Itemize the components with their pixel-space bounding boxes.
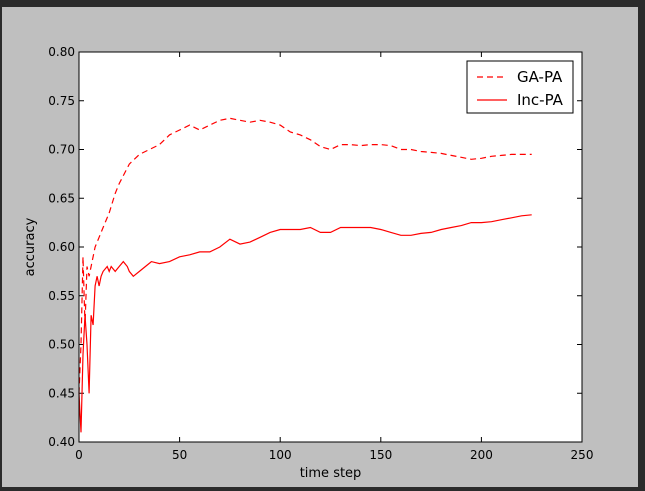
y-tick-label: 0.70	[48, 143, 75, 157]
figure-canvas: 0 50 100 150 200 250 0.40 0.45 0.50 0.55 0.60 0.65 0…	[2, 7, 638, 487]
legend-label: Inc-PA	[517, 91, 564, 109]
x-tick-label: 200	[470, 448, 493, 462]
y-tick-label: 0.65	[48, 191, 75, 205]
series-line-inc-pa	[78, 214, 532, 433]
series-line-ga-pa	[78, 117, 532, 394]
line-chart: 0 50 100 150 200 250 0.40 0.45 0.50 0.55 0.60 0.65 0…	[23, 45, 594, 481]
y-tick-label: 0.40	[48, 435, 75, 449]
y-tick-label: 0.75	[48, 94, 75, 108]
y-tick-label: 0.60	[48, 240, 75, 254]
y-axis-label: accuracy	[23, 217, 38, 276]
x-axis-label: time step	[300, 466, 362, 481]
x-tick-label: 150	[369, 448, 392, 462]
axes-frame	[78, 51, 583, 443]
legend-label: GA-PA	[517, 68, 563, 86]
y-tick-label: 0.55	[48, 289, 75, 303]
y-tick-label: 0.50	[48, 338, 75, 352]
y-tick-label: 0.80	[48, 45, 75, 59]
y-tick-label: 0.45	[48, 386, 75, 400]
x-tick-label: 50	[172, 448, 187, 462]
legend-box	[466, 60, 574, 114]
x-tick-label: 100	[269, 448, 292, 462]
x-tick-label: 250	[571, 448, 594, 462]
x-tick-label: 0	[75, 448, 83, 462]
plot-area	[79, 52, 582, 442]
